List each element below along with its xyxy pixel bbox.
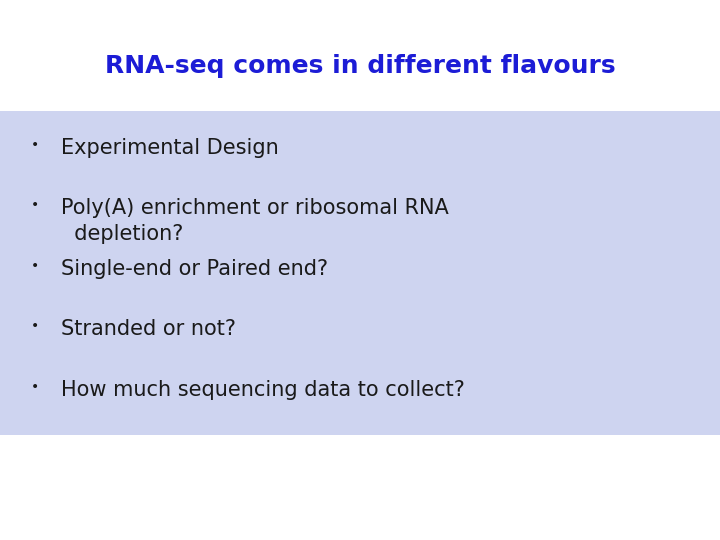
Text: •: •: [30, 138, 39, 152]
Text: •: •: [30, 380, 39, 394]
Text: Poly(A) enrichment or ribosomal RNA
  depletion?: Poly(A) enrichment or ribosomal RNA depl…: [61, 198, 449, 244]
Text: Experimental Design: Experimental Design: [61, 138, 279, 158]
Text: •: •: [30, 198, 39, 212]
Text: •: •: [30, 259, 39, 273]
Text: Stranded or not?: Stranded or not?: [61, 319, 236, 339]
FancyBboxPatch shape: [0, 111, 720, 435]
Text: How much sequencing data to collect?: How much sequencing data to collect?: [61, 380, 465, 400]
Text: •: •: [30, 319, 39, 333]
Text: Single-end or Paired end?: Single-end or Paired end?: [61, 259, 328, 279]
Text: RNA-seq comes in different flavours: RNA-seq comes in different flavours: [104, 54, 616, 78]
